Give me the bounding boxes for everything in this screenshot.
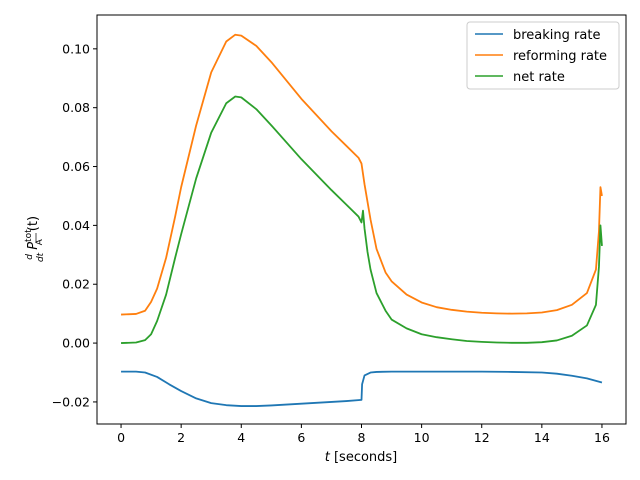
series-line-breaking-rate	[121, 370, 603, 407]
y-axis-ticks: −0.02 0.00 0.02 0.04 0.06 0.08 0.10	[52, 41, 97, 409]
x-tick-label: 12	[474, 430, 490, 445]
axes-frame	[96, 14, 627, 425]
series-line-net-rate	[121, 95, 603, 344]
legend-label-net-rate: net rate	[513, 70, 565, 85]
y-axis-label-text: ddtPtotA(t)	[24, 216, 46, 262]
y-tick-label: 0.10	[62, 41, 90, 56]
x-tick-label: 16	[594, 430, 610, 445]
x-axis-ticks: 0 2 4 6 8 10 12 14 16	[117, 424, 610, 445]
x-tick-label: 14	[534, 430, 550, 445]
legend-box	[466, 21, 620, 90]
x-axis-label: t [seconds]	[325, 450, 398, 465]
y-tick-label: 0.04	[62, 218, 90, 233]
plot-area	[121, 33, 603, 407]
x-tick-label: 6	[297, 430, 305, 445]
legend-label-breaking-rate: breaking rate	[513, 28, 600, 43]
y-tick-label: 0.08	[62, 100, 90, 115]
y-tick-label: 0.02	[62, 277, 90, 292]
legend-label-reforming-rate: reforming rate	[513, 49, 607, 64]
x-tick-label: 8	[358, 430, 366, 445]
x-tick-label: 2	[177, 430, 185, 445]
y-tick-label: 0.06	[62, 159, 90, 174]
y-tick-label: 0.00	[62, 336, 90, 351]
x-tick-label: 0	[117, 430, 125, 445]
series-line-reforming-rate	[121, 33, 603, 316]
legend: breaking rate reforming rate net rate	[466, 21, 620, 90]
x-tick-label: 4	[237, 430, 245, 445]
x-tick-label: 10	[414, 430, 430, 445]
y-tick-label: −0.02	[52, 394, 90, 409]
